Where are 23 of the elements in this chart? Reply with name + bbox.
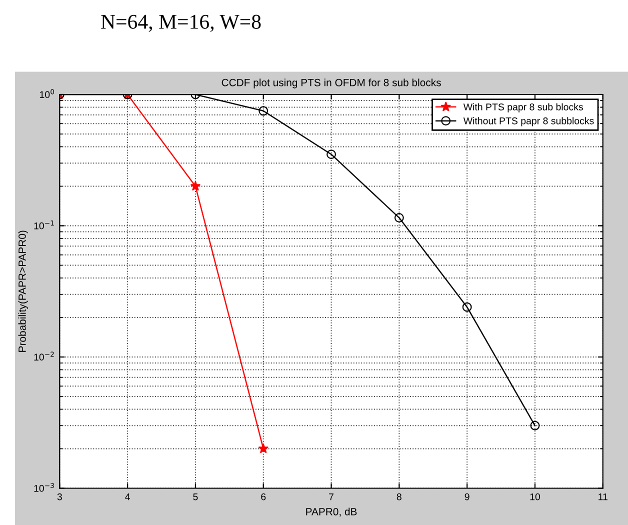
y-tick-label: 10$^{0}$ — [40, 89, 54, 98]
x-tick-label: 3 — [57, 493, 62, 500]
legend-label: With PTS papr 8 sub blocks — [463, 103, 583, 112]
point — [462, 302, 472, 312]
legend-label: Without PTS papr 8 subblocks — [463, 117, 594, 126]
x-tick-label: 7 — [329, 493, 334, 500]
chart-subtitle: CCDF plot using PTS in OFDM for 8 sub blocks — [222, 78, 441, 88]
point — [530, 420, 540, 430]
point — [258, 443, 269, 454]
y-tick-label: 10$^{−2}$ — [34, 352, 54, 361]
y-tick-label: 10$^{−3}$ — [34, 482, 54, 492]
chart-title: N=64, M=16, W=8 — [101, 14, 261, 32]
x-tick-label: 8 — [396, 493, 402, 500]
x-tick-label: 4 — [125, 493, 130, 500]
y-axis-title: Probability(PAPR>PAPR0) — [18, 230, 28, 352]
y-tick-label: 10$^{−1}$ — [34, 220, 54, 230]
point — [394, 213, 404, 223]
x-tick-label: 6 — [261, 493, 266, 500]
x-tick-label: 9 — [464, 493, 470, 500]
x-tick-label: 5 — [193, 493, 198, 500]
x-tick-label: 11 — [598, 493, 608, 500]
x-tick-label: 10 — [530, 493, 540, 500]
x-axis-title: PAPR0, dB — [306, 508, 357, 517]
